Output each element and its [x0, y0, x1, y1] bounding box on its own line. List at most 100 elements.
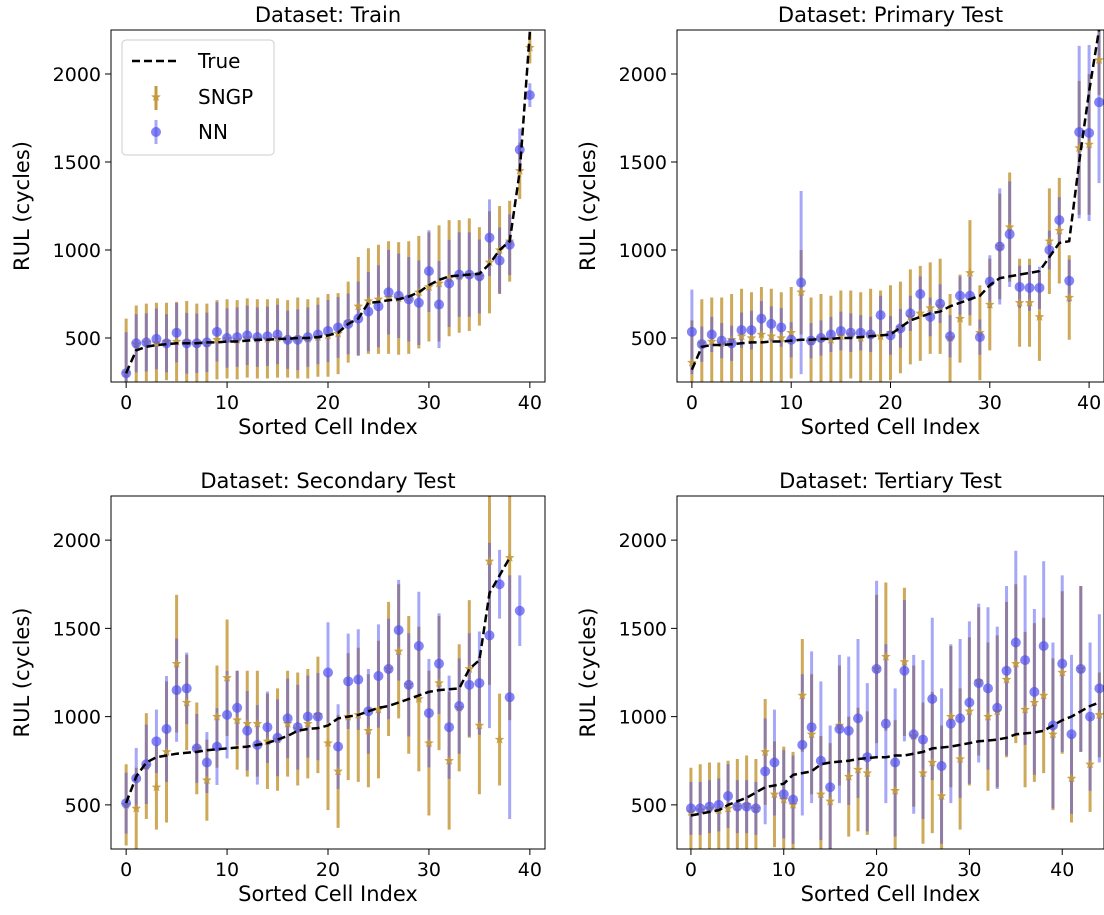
nn-point — [766, 318, 777, 329]
y-tick-label: 2000 — [619, 530, 667, 552]
sngp-point — [844, 771, 854, 781]
y-tick-label: 1000 — [619, 707, 667, 729]
nn-point — [353, 674, 364, 685]
nn-point — [905, 308, 916, 319]
y-tick-label: 1000 — [619, 240, 667, 262]
sngp-point — [484, 257, 495, 267]
sngp-point — [756, 329, 767, 339]
nn-point — [272, 732, 283, 743]
nn-point — [899, 665, 910, 676]
nn-point — [796, 277, 807, 288]
nn-point — [413, 641, 424, 652]
sngp-point — [766, 331, 777, 341]
y-tick-label: 500 — [631, 328, 667, 350]
y-tick-label: 2000 — [619, 64, 667, 86]
sngp-point — [131, 803, 141, 813]
sngp-point — [925, 303, 935, 313]
nn-point — [232, 332, 243, 343]
nn-point — [845, 327, 856, 338]
nn-point — [393, 625, 404, 636]
x-tick-label: 10 — [215, 392, 239, 414]
legend: True SNGP NN — [121, 39, 275, 156]
nn-point — [955, 290, 966, 301]
sngp-point — [983, 711, 993, 721]
panel-title: Dataset: Train — [255, 3, 401, 27]
nn-point — [917, 734, 928, 745]
nn-point — [776, 322, 787, 333]
nn-point — [746, 325, 757, 336]
sngp-point — [151, 782, 162, 792]
y-axis-label: RUL (cycles) — [576, 608, 600, 738]
nn-point — [171, 685, 182, 696]
sngp-point — [1054, 225, 1065, 235]
nn-point — [464, 679, 475, 690]
nn-point — [292, 334, 303, 345]
sngp-point — [434, 678, 444, 688]
nn-point — [945, 331, 956, 342]
nn-point — [131, 338, 142, 349]
nn-point — [880, 718, 891, 729]
y-tick-label: 500 — [65, 795, 101, 817]
sngp-point — [161, 746, 172, 756]
nn-point — [1024, 282, 1035, 293]
sngp-point — [242, 718, 252, 728]
nn-point — [454, 701, 465, 712]
chart-panel-1: Dataset: Train 0 10 20 30 40 500 1000 1500 2000 So… — [10, 3, 546, 439]
x-tick-label: 30 — [957, 859, 981, 881]
nn-point — [736, 325, 747, 336]
nn-point — [982, 683, 993, 694]
sngp-point — [816, 789, 826, 799]
nn-point — [935, 298, 946, 309]
y-tick-label: 1500 — [53, 152, 101, 174]
nn-point — [927, 693, 938, 704]
y-tick-label: 2000 — [53, 64, 101, 86]
sngp-point — [1001, 674, 1012, 684]
x-tick-label: 40 — [518, 859, 542, 881]
nn-point — [945, 718, 956, 729]
nn-point — [788, 794, 799, 805]
nn-point — [383, 287, 394, 298]
plot-area — [686, 30, 1104, 382]
nn-point — [282, 713, 293, 724]
sngp-point — [776, 333, 786, 342]
nn-point — [713, 799, 724, 810]
nn-point — [373, 301, 384, 312]
nn-point — [1084, 127, 1095, 138]
sngp-point — [853, 764, 863, 774]
nn-point — [181, 683, 192, 694]
nn-point — [834, 723, 845, 734]
sngp-point — [1004, 222, 1015, 232]
sngp-point — [1094, 54, 1104, 64]
x-tick-label: 10 — [215, 859, 239, 881]
x-tick-label: 20 — [316, 859, 340, 881]
plot-area — [685, 550, 1104, 849]
nn-point — [825, 329, 836, 340]
panel-title: Dataset: Primary Test — [778, 3, 1003, 27]
sngp-point — [797, 690, 808, 700]
nn-point — [161, 723, 172, 734]
panel-frame — [110, 29, 546, 383]
sngp-point — [796, 287, 806, 297]
sngp-point — [687, 357, 697, 367]
nn-point — [434, 299, 445, 310]
plot-area — [121, 31, 535, 382]
nn-point — [141, 337, 152, 348]
nn-point — [302, 711, 313, 722]
nn-point — [936, 761, 947, 772]
nn-point — [474, 678, 485, 689]
x-tick-label: 40 — [1077, 392, 1101, 414]
nn-point — [323, 667, 333, 678]
nn-point — [444, 722, 455, 733]
nn-point — [333, 741, 344, 752]
x-tick-label: 20 — [864, 859, 888, 881]
nn-point — [1010, 637, 1021, 648]
panel-title: Dataset: Secondary Test — [200, 469, 455, 493]
nn-point — [955, 713, 966, 724]
x-tick-label: 20 — [316, 392, 340, 414]
sngp-point — [899, 656, 910, 666]
sngp-point — [363, 725, 374, 735]
y-tick-label: 500 — [631, 795, 667, 817]
sngp-point — [769, 789, 780, 799]
nn-point — [723, 791, 734, 802]
